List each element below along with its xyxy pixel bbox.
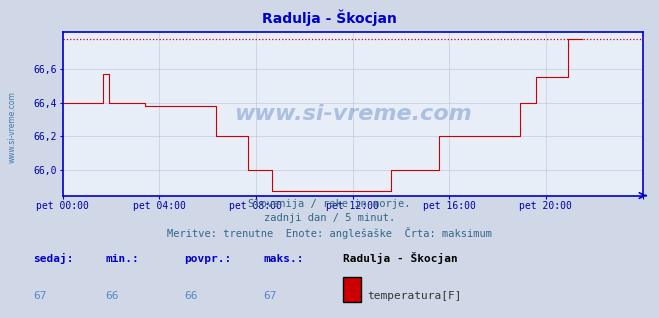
Text: Slovenija / reke in morje.: Slovenija / reke in morje. <box>248 199 411 209</box>
Text: 66: 66 <box>105 291 119 301</box>
Text: Meritve: trenutne  Enote: anglešaške  Črta: maksimum: Meritve: trenutne Enote: anglešaške Črta… <box>167 227 492 239</box>
Text: maks.:: maks.: <box>264 254 304 264</box>
Text: 67: 67 <box>33 291 46 301</box>
Text: Radulja - Škocjan: Radulja - Škocjan <box>343 252 457 264</box>
Text: www.si-vreme.com: www.si-vreme.com <box>8 91 17 163</box>
Text: zadnji dan / 5 minut.: zadnji dan / 5 minut. <box>264 213 395 223</box>
Text: 66: 66 <box>185 291 198 301</box>
Text: 67: 67 <box>264 291 277 301</box>
Text: povpr.:: povpr.: <box>185 254 232 264</box>
Text: sedaj:: sedaj: <box>33 253 73 264</box>
Text: Radulja - Škocjan: Radulja - Škocjan <box>262 10 397 26</box>
Text: min.:: min.: <box>105 254 139 264</box>
Text: www.si-vreme.com: www.si-vreme.com <box>234 104 471 124</box>
Text: temperatura[F]: temperatura[F] <box>368 291 462 301</box>
